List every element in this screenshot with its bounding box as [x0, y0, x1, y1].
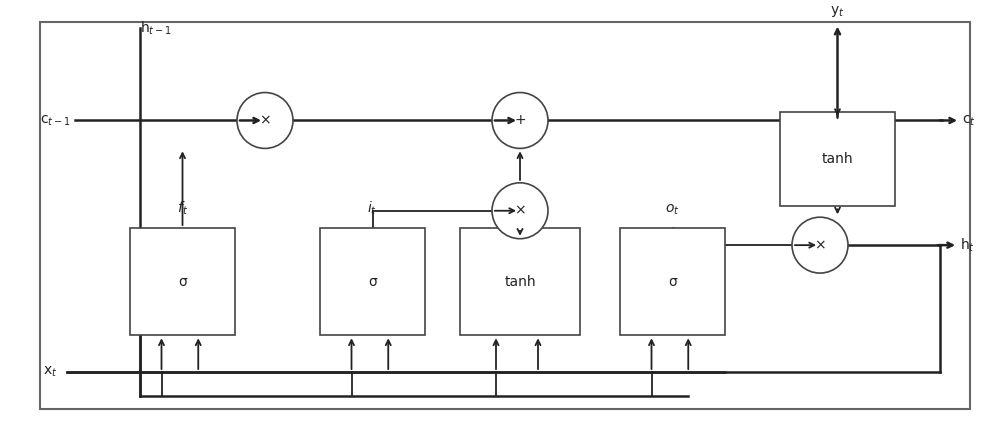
Text: ×: ×: [259, 114, 271, 127]
Text: tanh: tanh: [504, 275, 536, 289]
Text: c$_{t-1}$: c$_{t-1}$: [40, 113, 71, 128]
Text: c$_t$: c$_t$: [962, 113, 976, 128]
Text: f$_t$: f$_t$: [177, 200, 188, 217]
Text: y$_t$: y$_t$: [830, 4, 845, 19]
Text: σ: σ: [368, 275, 377, 289]
Text: h$_{t-1}$: h$_{t-1}$: [140, 19, 172, 37]
Text: x$_t$: x$_t$: [43, 365, 57, 379]
Text: ×: ×: [814, 238, 826, 252]
Text: σ: σ: [668, 275, 677, 289]
Text: σ: σ: [178, 275, 187, 289]
Text: i$_t$: i$_t$: [367, 200, 378, 217]
Text: o$_t$: o$_t$: [665, 203, 680, 217]
Bar: [130, 228, 235, 335]
Text: g$_t$: g$_t$: [512, 202, 528, 217]
Bar: [320, 228, 425, 335]
Bar: [780, 112, 895, 206]
Ellipse shape: [492, 92, 548, 148]
Bar: [460, 228, 580, 335]
Text: tanh: tanh: [822, 152, 853, 166]
Text: h$_t$: h$_t$: [960, 237, 975, 254]
Text: ×: ×: [514, 204, 526, 218]
Ellipse shape: [237, 92, 293, 148]
Bar: [620, 228, 725, 335]
Ellipse shape: [492, 183, 548, 239]
Text: +: +: [514, 114, 526, 127]
Ellipse shape: [792, 217, 848, 273]
